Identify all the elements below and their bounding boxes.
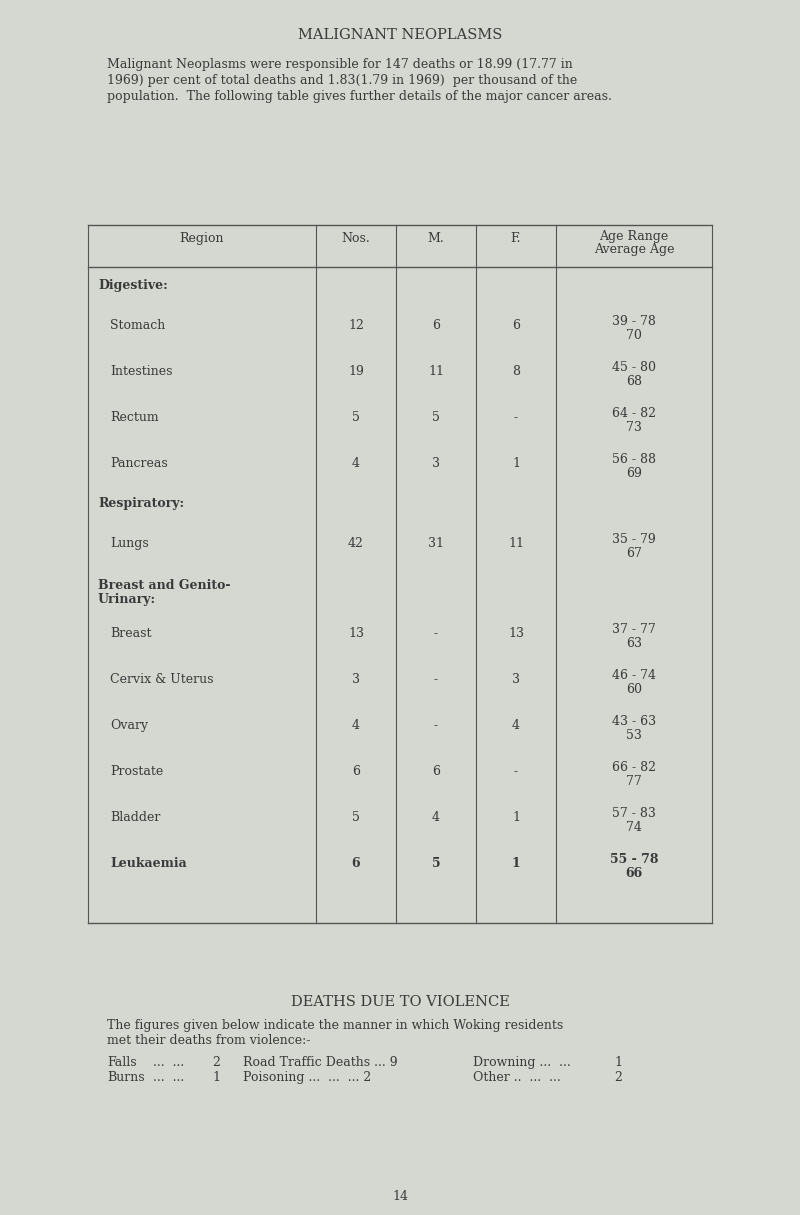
Text: 6: 6 bbox=[352, 765, 360, 778]
Text: 43 - 63: 43 - 63 bbox=[612, 714, 656, 728]
Text: 73: 73 bbox=[626, 422, 642, 434]
Text: Intestines: Intestines bbox=[110, 364, 173, 378]
Text: Malignant Neoplasms were responsible for 147 deaths or 18.99 (17.77 in: Malignant Neoplasms were responsible for… bbox=[107, 58, 573, 70]
Text: 66 - 82: 66 - 82 bbox=[612, 761, 656, 774]
Text: Rectum: Rectum bbox=[110, 411, 158, 424]
Text: 1969) per cent of total deaths and 1.83(1.79 in 1969)  per thousand of the: 1969) per cent of total deaths and 1.83(… bbox=[107, 74, 578, 87]
Text: 1: 1 bbox=[212, 1070, 220, 1084]
Text: 14: 14 bbox=[392, 1189, 408, 1203]
Text: 35 - 79: 35 - 79 bbox=[612, 533, 656, 546]
Text: 8: 8 bbox=[512, 364, 520, 378]
Text: 12: 12 bbox=[348, 320, 364, 332]
Text: Breast: Breast bbox=[110, 627, 151, 640]
Text: Cervix & Uterus: Cervix & Uterus bbox=[110, 673, 214, 686]
Text: 4: 4 bbox=[352, 457, 360, 470]
Text: 3: 3 bbox=[432, 457, 440, 470]
Text: 11: 11 bbox=[428, 364, 444, 378]
Text: Urinary:: Urinary: bbox=[98, 593, 156, 606]
Text: Prostate: Prostate bbox=[110, 765, 163, 778]
Text: 4: 4 bbox=[352, 719, 360, 731]
Text: 42: 42 bbox=[348, 537, 364, 550]
Text: 5: 5 bbox=[432, 411, 440, 424]
Text: 5: 5 bbox=[352, 411, 360, 424]
Text: Bladder: Bladder bbox=[110, 810, 160, 824]
Text: 2: 2 bbox=[212, 1056, 220, 1069]
Text: 2: 2 bbox=[614, 1070, 622, 1084]
Text: The figures given below indicate the manner in which Woking residents: The figures given below indicate the man… bbox=[107, 1019, 563, 1032]
Text: 13: 13 bbox=[348, 627, 364, 640]
Text: Drowning ...  ...: Drowning ... ... bbox=[473, 1056, 570, 1069]
Text: 4: 4 bbox=[512, 719, 520, 731]
Text: 11: 11 bbox=[508, 537, 524, 550]
Text: 70: 70 bbox=[626, 329, 642, 341]
Text: Age Range: Age Range bbox=[599, 230, 669, 243]
Text: 45 - 80: 45 - 80 bbox=[612, 361, 656, 374]
Text: ...  ...: ... ... bbox=[153, 1070, 184, 1084]
Text: 39 - 78: 39 - 78 bbox=[612, 315, 656, 328]
Text: 74: 74 bbox=[626, 821, 642, 833]
Text: MALIGNANT NEOPLASMS: MALIGNANT NEOPLASMS bbox=[298, 28, 502, 43]
Text: 1: 1 bbox=[512, 857, 520, 870]
Text: 19: 19 bbox=[348, 364, 364, 378]
Text: Falls: Falls bbox=[107, 1056, 137, 1069]
Text: 37 - 77: 37 - 77 bbox=[612, 623, 656, 635]
Text: 6: 6 bbox=[432, 765, 440, 778]
Text: -: - bbox=[514, 765, 518, 778]
Text: 77: 77 bbox=[626, 775, 642, 789]
Text: 1: 1 bbox=[614, 1056, 622, 1069]
Text: M.: M. bbox=[428, 232, 444, 245]
Text: 46 - 74: 46 - 74 bbox=[612, 669, 656, 682]
Text: 6: 6 bbox=[352, 857, 360, 870]
Text: Nos.: Nos. bbox=[342, 232, 370, 245]
Text: Pancreas: Pancreas bbox=[110, 457, 168, 470]
Text: 5: 5 bbox=[352, 810, 360, 824]
Text: Region: Region bbox=[180, 232, 224, 245]
Text: 6: 6 bbox=[512, 320, 520, 332]
Text: Burns: Burns bbox=[107, 1070, 145, 1084]
Text: DEATHS DUE TO VIOLENCE: DEATHS DUE TO VIOLENCE bbox=[290, 995, 510, 1008]
Text: 5: 5 bbox=[432, 857, 440, 870]
Text: population.  The following table gives further details of the major cancer areas: population. The following table gives fu… bbox=[107, 90, 612, 103]
Text: Leukaemia: Leukaemia bbox=[110, 857, 186, 870]
Text: -: - bbox=[514, 411, 518, 424]
Text: 13: 13 bbox=[508, 627, 524, 640]
Text: F.: F. bbox=[510, 232, 522, 245]
Text: 1: 1 bbox=[512, 810, 520, 824]
Text: 53: 53 bbox=[626, 729, 642, 742]
Text: -: - bbox=[434, 627, 438, 640]
Text: 67: 67 bbox=[626, 547, 642, 560]
Text: 3: 3 bbox=[512, 673, 520, 686]
Text: 64 - 82: 64 - 82 bbox=[612, 407, 656, 420]
Text: 57 - 83: 57 - 83 bbox=[612, 807, 656, 820]
Text: Other ..  ...  ...: Other .. ... ... bbox=[473, 1070, 561, 1084]
Text: 63: 63 bbox=[626, 637, 642, 650]
Text: Respiratory:: Respiratory: bbox=[98, 497, 184, 510]
Text: Breast and Genito-: Breast and Genito- bbox=[98, 580, 230, 592]
Text: 6: 6 bbox=[432, 320, 440, 332]
Text: Road Traffic Deaths ... 9: Road Traffic Deaths ... 9 bbox=[243, 1056, 398, 1069]
Text: ...  ...: ... ... bbox=[153, 1056, 184, 1069]
Text: 4: 4 bbox=[432, 810, 440, 824]
Text: -: - bbox=[434, 719, 438, 731]
Text: met their deaths from violence:-: met their deaths from violence:- bbox=[107, 1034, 310, 1047]
Text: 3: 3 bbox=[352, 673, 360, 686]
Text: Average Age: Average Age bbox=[594, 243, 674, 256]
Text: 1: 1 bbox=[512, 457, 520, 470]
Text: Poisoning ...  ...  ... 2: Poisoning ... ... ... 2 bbox=[243, 1070, 371, 1084]
Text: 60: 60 bbox=[626, 683, 642, 696]
Text: -: - bbox=[434, 673, 438, 686]
Text: Ovary: Ovary bbox=[110, 719, 148, 731]
Text: 68: 68 bbox=[626, 375, 642, 388]
Text: Lungs: Lungs bbox=[110, 537, 149, 550]
Text: 66: 66 bbox=[626, 868, 642, 880]
Text: 56 - 88: 56 - 88 bbox=[612, 453, 656, 467]
Text: 55 - 78: 55 - 78 bbox=[610, 853, 658, 866]
Text: 69: 69 bbox=[626, 467, 642, 480]
Text: Stomach: Stomach bbox=[110, 320, 166, 332]
Text: Digestive:: Digestive: bbox=[98, 279, 168, 292]
Text: 31: 31 bbox=[428, 537, 444, 550]
